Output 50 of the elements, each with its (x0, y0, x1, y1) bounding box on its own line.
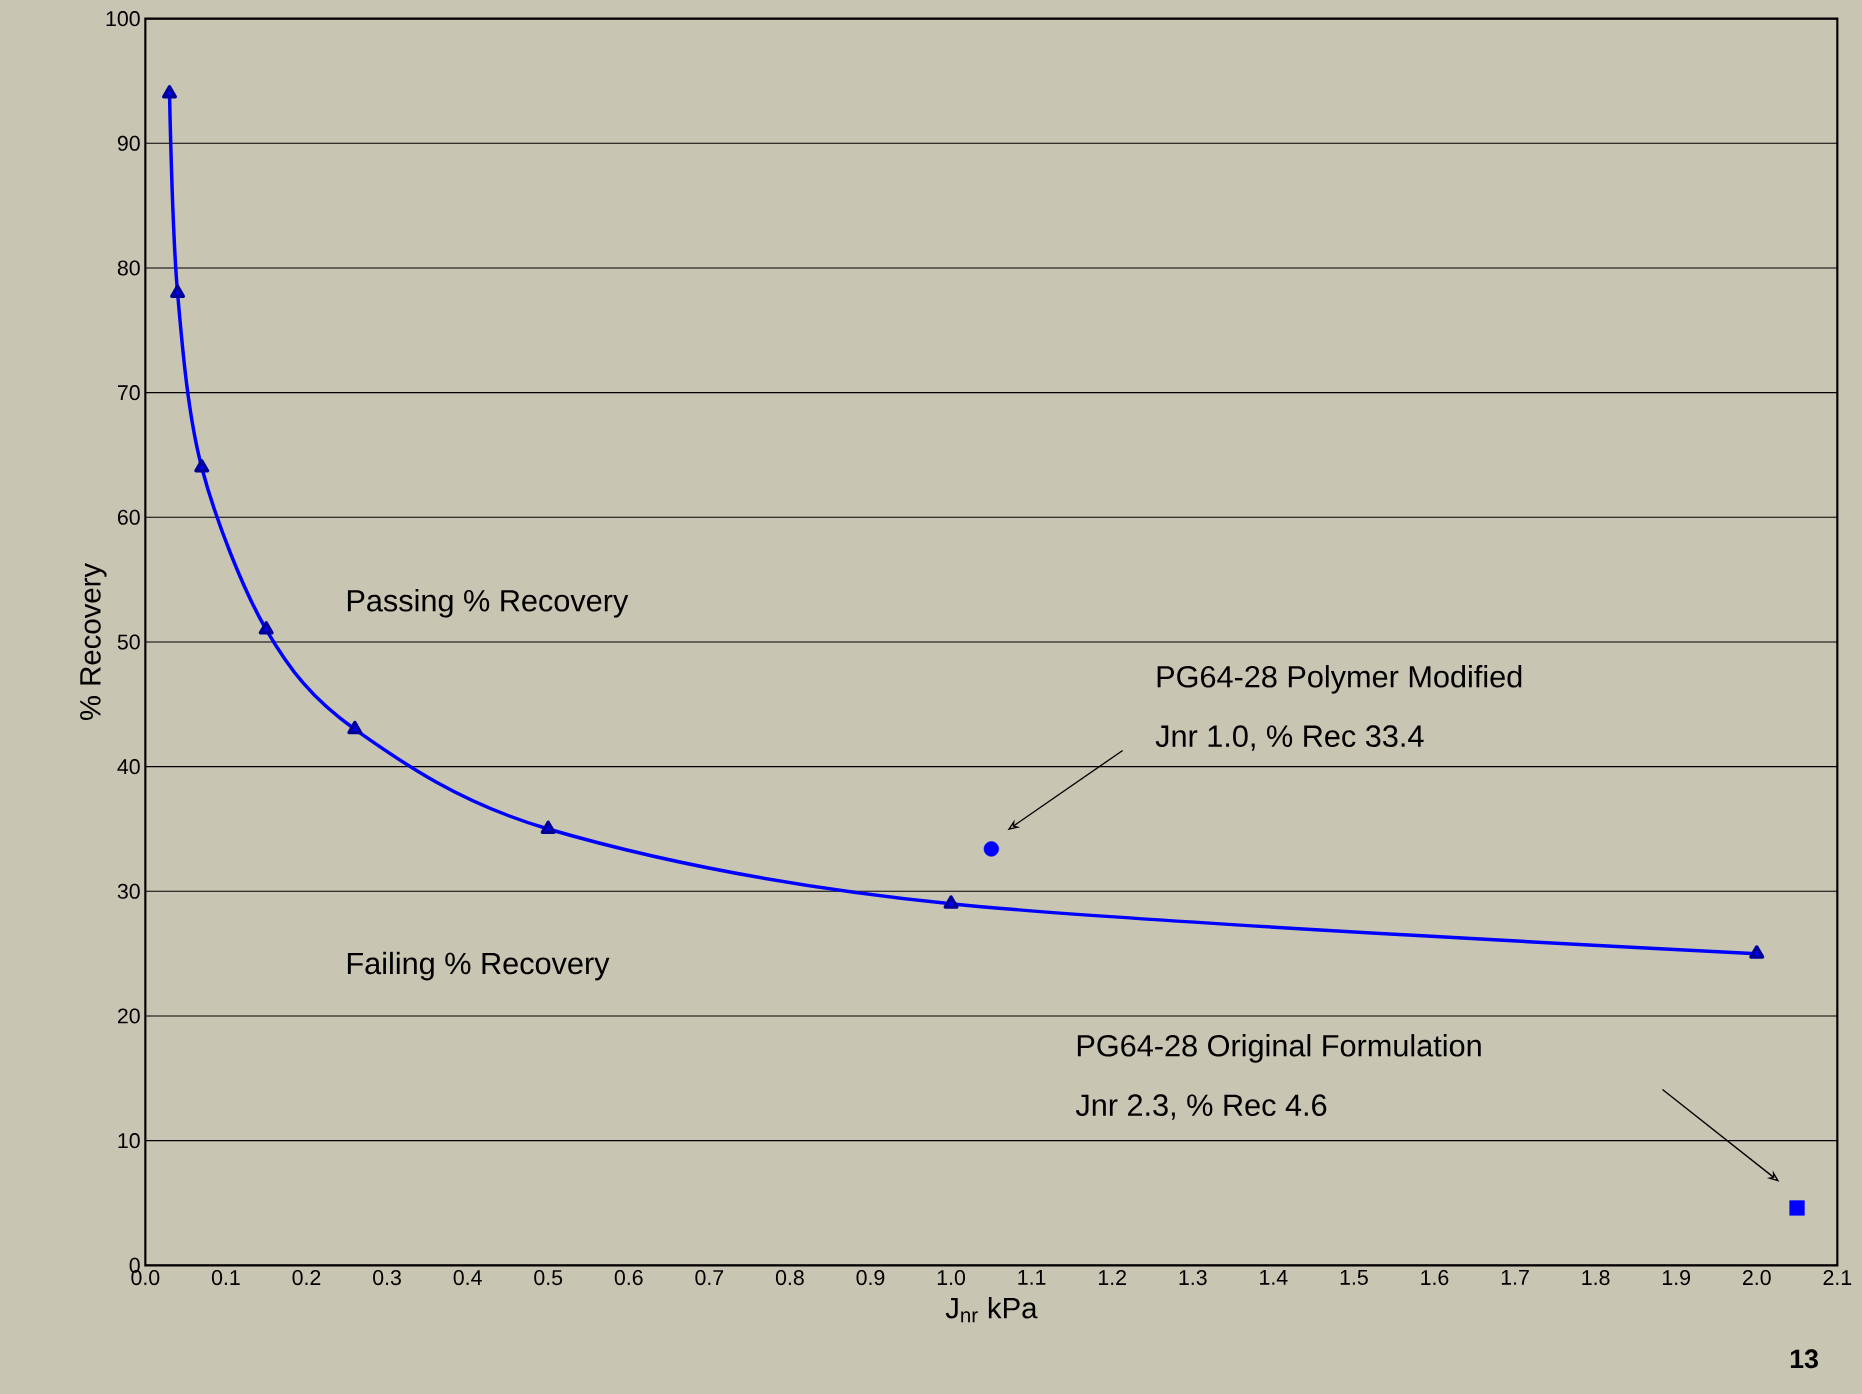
x-tick-label: 0.7 (695, 1270, 724, 1286)
x-tick-label: 0.4 (453, 1270, 482, 1286)
y-tick-label: 20 (117, 1008, 140, 1024)
text: 13 (1790, 1349, 1818, 1369)
y-tick-label: 90 (117, 135, 140, 151)
x-tick-label: 1.3 (1179, 1270, 1207, 1286)
point (983, 841, 999, 857)
annotation: Jnr 2.3, % Rec 4.6 (1075, 1094, 1327, 1120)
y-tick-label: 40 (117, 759, 140, 775)
y-tick-label: 60 (117, 509, 140, 525)
point (1789, 1200, 1805, 1216)
x-tick-label: 0.1 (211, 1270, 240, 1286)
x-tick-label: 1.4 (1260, 1270, 1288, 1285)
x-tick-label: 0.6 (614, 1270, 643, 1286)
annotation: Passing % Recovery (347, 589, 629, 618)
point (1749, 945, 1765, 959)
annotation: PG64-28 Polymer Modified (1157, 665, 1522, 694)
x-axis-title: J$_{nr}$ kPa (945, 1296, 1038, 1323)
y-tick-label: 10 (118, 1133, 140, 1149)
y-tick-label: 70 (117, 385, 140, 401)
y-tick-label: 80 (117, 260, 140, 276)
x-tick-label: 2.0 (1743, 1270, 1771, 1286)
x-tick-label: 0.5 (534, 1270, 563, 1286)
x-tick-label: 1.6 (1421, 1270, 1449, 1286)
x-tick-label: 1.8 (1582, 1270, 1610, 1286)
y-tick-label: 100 (106, 11, 140, 27)
x-tick-label: 1.5 (1340, 1270, 1368, 1285)
y-axis-title: % Recovery (80, 563, 107, 720)
point (162, 85, 178, 99)
x-tick-label: 1.7 (1501, 1270, 1529, 1285)
point (347, 720, 363, 735)
point (943, 895, 959, 909)
x-tick-label: 1.9 (1662, 1270, 1691, 1286)
x-tick-label: 2.1 (1823, 1270, 1852, 1285)
x-tick-label: 1.1 (1018, 1270, 1046, 1285)
y-tick-label: 30 (117, 883, 140, 899)
x-tick-label: 0.3 (373, 1270, 401, 1286)
annotation: PG64-28 Original Formulation (1077, 1034, 1481, 1063)
x-tick-label: 0.2 (292, 1270, 321, 1286)
point (258, 621, 274, 635)
x-tick-label: 0.8 (775, 1270, 804, 1286)
annotation: Jnr 1.0, % Rec 33.4 (1155, 725, 1424, 751)
point (540, 820, 556, 835)
annotation: Failing % Recovery (347, 951, 610, 981)
x-tick-label: 1.2 (1099, 1270, 1126, 1285)
x-tick-label: 0.9 (856, 1270, 885, 1286)
x-tick-label: 1.0 (937, 1270, 966, 1286)
point (194, 459, 210, 473)
point (170, 284, 186, 298)
y-tick-label: 50 (117, 634, 140, 650)
